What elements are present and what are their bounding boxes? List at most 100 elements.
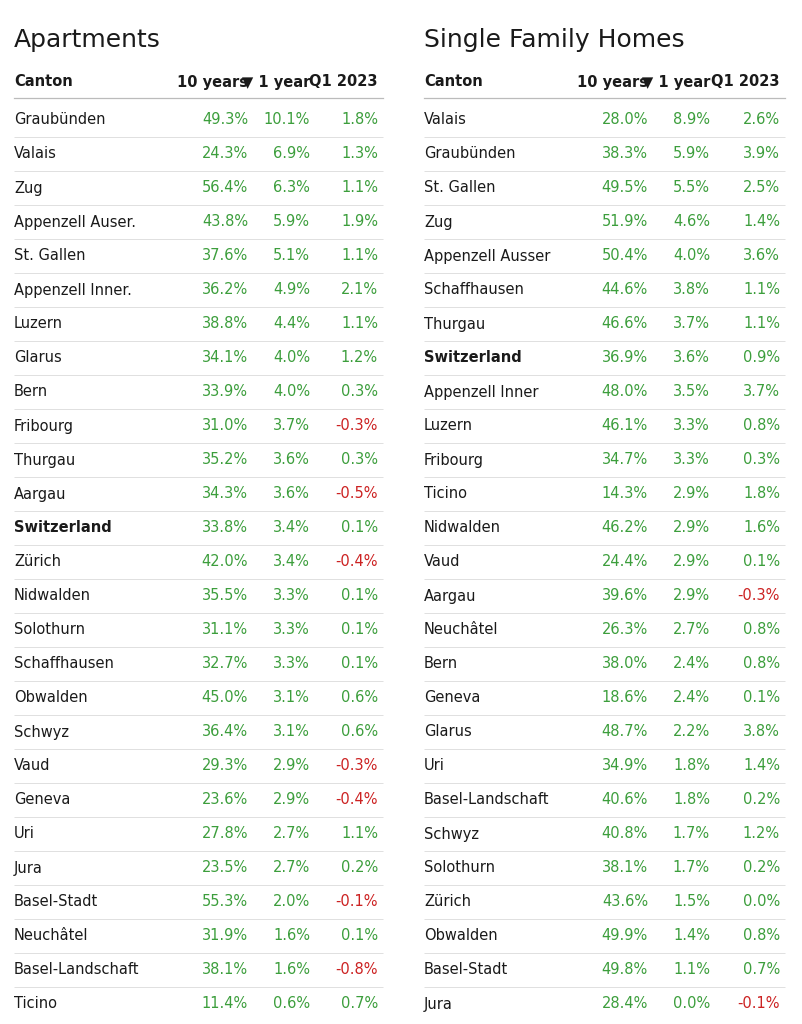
Text: Q1 2023: Q1 2023 xyxy=(711,75,779,89)
Text: Valais: Valais xyxy=(14,146,57,162)
Text: 24.4%: 24.4% xyxy=(601,555,647,569)
Text: 35.2%: 35.2% xyxy=(201,453,248,468)
Text: 3.7%: 3.7% xyxy=(742,384,779,399)
Text: 1.2%: 1.2% xyxy=(742,826,779,842)
Text: 2.9%: 2.9% xyxy=(672,486,709,502)
Text: 1.1%: 1.1% xyxy=(742,283,779,298)
Text: 4.0%: 4.0% xyxy=(273,350,310,366)
Text: 1.8%: 1.8% xyxy=(742,486,779,502)
Text: 48.7%: 48.7% xyxy=(601,725,647,739)
Text: 3.6%: 3.6% xyxy=(273,486,310,502)
Text: St. Gallen: St. Gallen xyxy=(423,180,495,196)
Text: -0.3%: -0.3% xyxy=(737,589,779,603)
Text: 6.3%: 6.3% xyxy=(273,180,310,196)
Text: -0.4%: -0.4% xyxy=(335,555,378,569)
Text: 26.3%: 26.3% xyxy=(601,623,647,638)
Text: 1.4%: 1.4% xyxy=(672,929,709,943)
Text: 1.1%: 1.1% xyxy=(672,963,709,978)
Text: 34.1%: 34.1% xyxy=(201,350,248,366)
Text: 0.7%: 0.7% xyxy=(742,963,779,978)
Text: Basel-Landschaft: Basel-Landschaft xyxy=(14,963,140,978)
Text: 0.2%: 0.2% xyxy=(340,860,378,876)
Text: 5.9%: 5.9% xyxy=(672,146,709,162)
Text: 1.9%: 1.9% xyxy=(341,214,378,229)
Text: 3.6%: 3.6% xyxy=(742,249,779,263)
Text: 0.3%: 0.3% xyxy=(742,453,779,468)
Text: 45.0%: 45.0% xyxy=(201,690,248,706)
Text: 39.6%: 39.6% xyxy=(602,589,647,603)
Text: 49.3%: 49.3% xyxy=(201,113,248,128)
Text: Uri: Uri xyxy=(14,826,34,842)
Text: Luzern: Luzern xyxy=(423,419,472,433)
Text: 35.5%: 35.5% xyxy=(201,589,248,603)
Text: 38.1%: 38.1% xyxy=(602,860,647,876)
Text: Basel-Stadt: Basel-Stadt xyxy=(423,963,508,978)
Text: Q1 2023: Q1 2023 xyxy=(309,75,378,89)
Text: 31.9%: 31.9% xyxy=(201,929,248,943)
Text: 3.3%: 3.3% xyxy=(672,419,709,433)
Text: 10 years: 10 years xyxy=(577,75,647,89)
Text: 2.0%: 2.0% xyxy=(273,895,310,909)
Text: 2.9%: 2.9% xyxy=(273,759,310,773)
Text: 0.6%: 0.6% xyxy=(341,725,378,739)
Text: Appenzell Auser.: Appenzell Auser. xyxy=(14,214,136,229)
Text: 0.6%: 0.6% xyxy=(341,690,378,706)
Text: 31.0%: 31.0% xyxy=(201,419,248,433)
Text: 2.6%: 2.6% xyxy=(742,113,779,128)
Text: -0.5%: -0.5% xyxy=(335,486,378,502)
Text: Graubünden: Graubünden xyxy=(14,113,105,128)
Text: Canton: Canton xyxy=(14,75,73,89)
Text: 0.8%: 0.8% xyxy=(742,623,779,638)
Text: 2.7%: 2.7% xyxy=(273,826,310,842)
Text: Nidwalden: Nidwalden xyxy=(423,520,500,536)
Text: 0.8%: 0.8% xyxy=(742,656,779,672)
Text: 1.4%: 1.4% xyxy=(742,214,779,229)
Text: 0.1%: 0.1% xyxy=(341,589,378,603)
Text: Schaffhausen: Schaffhausen xyxy=(14,656,114,672)
Text: Obwalden: Obwalden xyxy=(423,929,497,943)
Text: 5.9%: 5.9% xyxy=(273,214,310,229)
Text: Fribourg: Fribourg xyxy=(423,453,484,468)
Text: -0.8%: -0.8% xyxy=(335,963,378,978)
Text: 49.9%: 49.9% xyxy=(601,929,647,943)
Text: Zug: Zug xyxy=(423,214,452,229)
Text: 0.1%: 0.1% xyxy=(341,656,378,672)
Text: Nidwalden: Nidwalden xyxy=(14,589,91,603)
Text: 34.9%: 34.9% xyxy=(602,759,647,773)
Text: 1.7%: 1.7% xyxy=(672,826,709,842)
Text: 0.7%: 0.7% xyxy=(340,996,378,1012)
Text: 2.5%: 2.5% xyxy=(742,180,779,196)
Text: 2.9%: 2.9% xyxy=(273,793,310,808)
Text: Single Family Homes: Single Family Homes xyxy=(423,28,684,52)
Text: 34.7%: 34.7% xyxy=(601,453,647,468)
Text: Aargau: Aargau xyxy=(423,589,476,603)
Text: 1.7%: 1.7% xyxy=(672,860,709,876)
Text: 2.2%: 2.2% xyxy=(672,725,709,739)
Text: Jura: Jura xyxy=(423,996,452,1012)
Text: Zürich: Zürich xyxy=(423,895,471,909)
Text: 10.1%: 10.1% xyxy=(263,113,310,128)
Text: Solothurn: Solothurn xyxy=(423,860,494,876)
Text: 3.8%: 3.8% xyxy=(742,725,779,739)
Text: 0.8%: 0.8% xyxy=(742,929,779,943)
Text: Aargau: Aargau xyxy=(14,486,67,502)
Text: Zug: Zug xyxy=(14,180,43,196)
Text: 48.0%: 48.0% xyxy=(601,384,647,399)
Text: 0.1%: 0.1% xyxy=(742,690,779,706)
Text: St. Gallen: St. Gallen xyxy=(14,249,85,263)
Text: 0.1%: 0.1% xyxy=(341,520,378,536)
Text: 36.4%: 36.4% xyxy=(201,725,248,739)
Text: 8.9%: 8.9% xyxy=(672,113,709,128)
Text: 43.8%: 43.8% xyxy=(201,214,248,229)
Text: Zürich: Zürich xyxy=(14,555,61,569)
Text: 1.6%: 1.6% xyxy=(273,963,310,978)
Text: -0.3%: -0.3% xyxy=(335,759,378,773)
Text: Obwalden: Obwalden xyxy=(14,690,87,706)
Text: 1.1%: 1.1% xyxy=(742,316,779,332)
Text: Geneva: Geneva xyxy=(423,690,480,706)
Text: 3.7%: 3.7% xyxy=(672,316,709,332)
Text: 50.4%: 50.4% xyxy=(601,249,647,263)
Text: 3.1%: 3.1% xyxy=(273,725,310,739)
Text: ▼ 1 year: ▼ 1 year xyxy=(241,75,310,89)
Text: 38.1%: 38.1% xyxy=(201,963,248,978)
